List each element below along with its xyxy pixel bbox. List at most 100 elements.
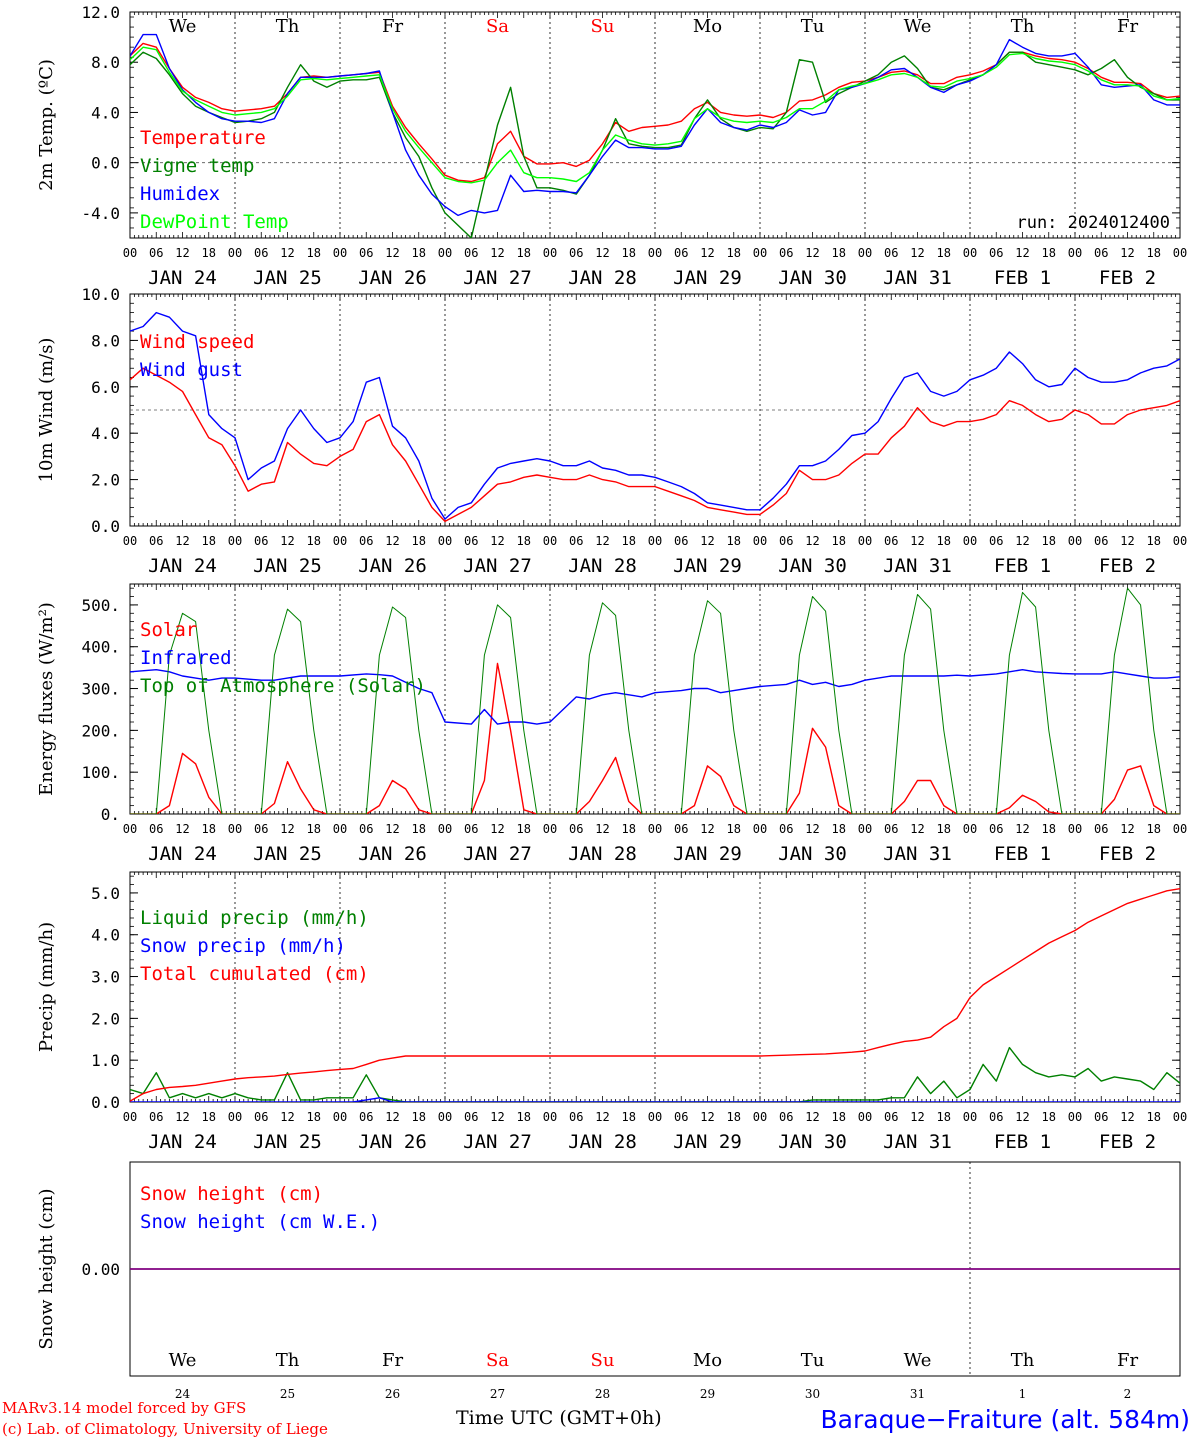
hour-tick-label: 12 bbox=[1015, 1110, 1029, 1124]
date-label: JAN 28 bbox=[568, 555, 637, 577]
legend-entry: Liquid precip (mm/h) bbox=[140, 907, 369, 929]
hour-tick-label: 00 bbox=[1173, 246, 1187, 260]
hour-tick-label: 06 bbox=[1094, 822, 1108, 836]
hour-tick-label: 18 bbox=[937, 1110, 951, 1124]
station-label: Baraque−Fraiture (alt. 584m) bbox=[821, 1405, 1190, 1434]
hour-tick-label: 18 bbox=[622, 534, 636, 548]
hour-tick-label: 06 bbox=[359, 246, 373, 260]
date-label: JAN 30 bbox=[778, 555, 847, 577]
panel-temperature: 12.0 8.0 4.0 0.0 -4.0 2m Temp. (ºC) We Th Fr Sa Su… bbox=[36, 3, 1187, 289]
date-label: JAN 25 bbox=[253, 555, 322, 577]
hour-tick-label: 00 bbox=[438, 534, 452, 548]
hour-tick-label: 12 bbox=[175, 246, 189, 260]
hour-tick-label: 12 bbox=[280, 534, 294, 548]
hour-tick-label: 00 bbox=[1173, 534, 1187, 548]
weekday-label: Fr bbox=[382, 16, 403, 37]
hour-tick-label: 06 bbox=[674, 534, 688, 548]
day-number-label: 25 bbox=[280, 1387, 295, 1401]
weekday-label: We bbox=[904, 1350, 932, 1371]
date-label: JAN 31 bbox=[883, 267, 952, 289]
date-label: JAN 27 bbox=[463, 555, 532, 577]
hour-tick-label: 00 bbox=[648, 246, 662, 260]
hour-tick-label: 12 bbox=[1015, 246, 1029, 260]
day-number-label: 27 bbox=[490, 1387, 505, 1401]
y-tick-label: 8.0 bbox=[91, 331, 120, 350]
hour-tick-label: 06 bbox=[674, 822, 688, 836]
hour-tick-label: 18 bbox=[1042, 822, 1056, 836]
day-number-label: 2 bbox=[1124, 1387, 1132, 1401]
series-group bbox=[130, 888, 1180, 1102]
hour-tick-label: 18 bbox=[202, 1110, 216, 1124]
panel-energy: 500. 400. 300. 200. 100. 0. Energy fluxes (W/m… bbox=[36, 583, 1187, 865]
hour-tick-label: 00 bbox=[333, 1110, 347, 1124]
series-line-liquid-precip-mm-h- bbox=[130, 1046, 1180, 1102]
hour-tick-label: 12 bbox=[1120, 534, 1134, 548]
hour-tick-label: 06 bbox=[464, 534, 478, 548]
date-label: JAN 29 bbox=[673, 1131, 742, 1153]
weekday-label: Tu bbox=[801, 1350, 825, 1371]
y-tick-label: 2.0 bbox=[91, 1009, 120, 1028]
hour-tick-label: 12 bbox=[1015, 534, 1029, 548]
y-tick-label: 1.0 bbox=[91, 1051, 120, 1070]
hour-tick-label: 06 bbox=[359, 534, 373, 548]
date-label: JAN 28 bbox=[568, 267, 637, 289]
hour-tick-label: 00 bbox=[123, 246, 137, 260]
series-group bbox=[130, 33, 1180, 238]
hour-tick-label: 06 bbox=[569, 246, 583, 260]
hour-tick-label: 18 bbox=[832, 246, 846, 260]
hour-tick-label: 00 bbox=[858, 246, 872, 260]
series-line-wind-gust bbox=[130, 311, 1180, 520]
hour-tick-label: 06 bbox=[149, 822, 163, 836]
hour-tick-label: 12 bbox=[280, 1110, 294, 1124]
weekday-label: Sa bbox=[486, 1350, 509, 1371]
y-tick-label: 4.0 bbox=[91, 926, 120, 945]
hour-tick-label: 12 bbox=[910, 534, 924, 548]
hour-tick-label: 18 bbox=[622, 1110, 636, 1124]
hour-tick-label: 18 bbox=[307, 534, 321, 548]
date-label: FEB 2 bbox=[1099, 555, 1156, 577]
hour-tick-label: 00 bbox=[963, 822, 977, 836]
date-label: JAN 27 bbox=[463, 1131, 532, 1153]
y-axis-label: Snow height (cm) bbox=[36, 1188, 57, 1349]
legend-entry: Solar bbox=[140, 619, 197, 641]
legend-entry: Vigne temp bbox=[140, 155, 254, 177]
hour-tick-label: 18 bbox=[832, 1110, 846, 1124]
weekday-label: Th bbox=[276, 16, 300, 37]
hour-tick-label: 06 bbox=[254, 534, 268, 548]
hour-tick-label: 12 bbox=[1120, 822, 1134, 836]
date-label: FEB 2 bbox=[1099, 843, 1156, 865]
y-tick-label: 300. bbox=[81, 680, 120, 699]
hour-tick-label: 18 bbox=[307, 822, 321, 836]
hour-tick-label: 00 bbox=[963, 1110, 977, 1124]
hour-tick-label: 12 bbox=[280, 822, 294, 836]
y-tick-label: 0.00 bbox=[81, 1260, 120, 1279]
hour-tick-label: 06 bbox=[569, 822, 583, 836]
date-label: FEB 1 bbox=[994, 267, 1051, 289]
date-label: JAN 31 bbox=[883, 843, 952, 865]
hour-tick-label: 18 bbox=[1042, 534, 1056, 548]
hour-tick-label: 18 bbox=[832, 822, 846, 836]
date-label: JAN 31 bbox=[883, 1131, 952, 1153]
hour-tick-label: 06 bbox=[149, 534, 163, 548]
hour-tick-label: 06 bbox=[254, 1110, 268, 1124]
y-tick-label: 4.0 bbox=[91, 424, 120, 443]
weekday-label: Sa bbox=[486, 16, 509, 37]
legend-entry: Wind speed bbox=[140, 331, 254, 353]
day-number-label: 26 bbox=[385, 1387, 400, 1401]
hour-tick-label: 18 bbox=[517, 246, 531, 260]
hour-tick-label: 06 bbox=[464, 822, 478, 836]
series-line-humidex bbox=[130, 33, 1180, 217]
date-label: JAN 25 bbox=[253, 267, 322, 289]
legend-entry: Humidex bbox=[140, 183, 220, 205]
hour-tick-label: 18 bbox=[517, 1110, 531, 1124]
date-label: JAN 28 bbox=[568, 843, 637, 865]
hour-tick-label: 18 bbox=[412, 1110, 426, 1124]
weekday-label: Mo bbox=[693, 16, 722, 37]
hour-tick-label: 00 bbox=[228, 246, 242, 260]
hour-tick-label: 00 bbox=[1173, 822, 1187, 836]
day-number-label: 24 bbox=[175, 1387, 191, 1401]
date-label: JAN 26 bbox=[358, 555, 427, 577]
hour-tick-label: 12 bbox=[490, 1110, 504, 1124]
hour-tick-label: 12 bbox=[700, 822, 714, 836]
series-group bbox=[130, 587, 1180, 814]
